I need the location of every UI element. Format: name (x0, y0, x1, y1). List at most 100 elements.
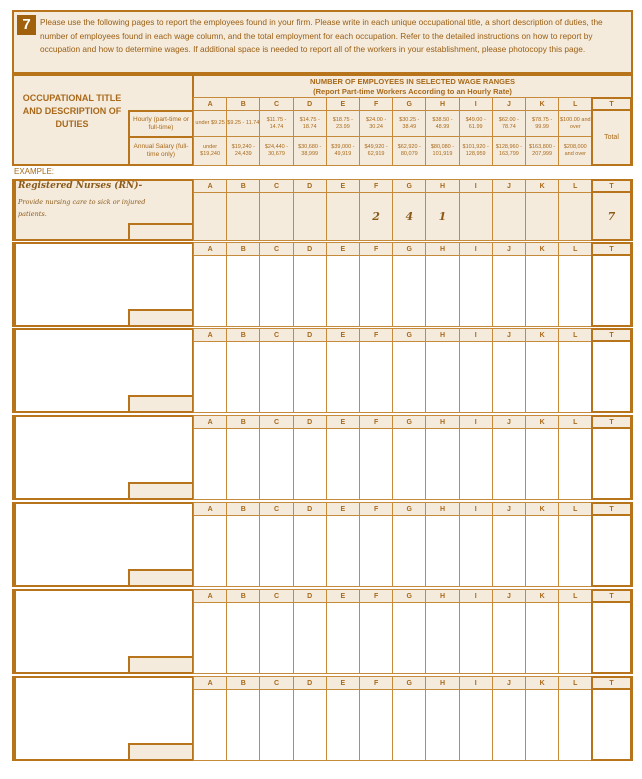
count-input-k[interactable] (525, 689, 560, 761)
count-input-e[interactable] (325, 255, 360, 327)
count-input-f[interactable] (359, 341, 394, 413)
column-letter-g: G (392, 242, 427, 256)
count-input-a[interactable] (193, 689, 228, 761)
count-input-e[interactable] (325, 341, 360, 413)
count-input-a[interactable] (193, 515, 228, 587)
count-input-c[interactable] (259, 689, 294, 761)
total-input[interactable] (591, 427, 632, 500)
count-input-f[interactable] (359, 428, 394, 500)
count-input-h[interactable] (425, 689, 460, 761)
total-input[interactable] (591, 340, 632, 413)
annual-range-e: $39,000 - 49,919 (325, 136, 360, 166)
count-input-c[interactable] (259, 515, 294, 587)
column-letter-j: J (491, 328, 526, 342)
count-input-g[interactable] (392, 341, 427, 413)
count-input-b[interactable] (226, 255, 261, 327)
count-input-h[interactable] (425, 341, 460, 413)
column-letter-f: F (359, 502, 394, 516)
count-input-c[interactable] (259, 341, 294, 413)
count-input-b[interactable] (226, 689, 261, 761)
count-input-l[interactable] (558, 515, 593, 587)
column-letter-f: F (359, 328, 394, 342)
count-input-d[interactable] (292, 255, 327, 327)
count-input-d[interactable] (292, 689, 327, 761)
count-input-g[interactable] (392, 689, 427, 761)
count-input-a[interactable] (193, 255, 228, 327)
total-input[interactable] (591, 601, 632, 674)
column-letter-l: L (558, 97, 593, 111)
count-input-i[interactable] (458, 341, 493, 413)
total-input[interactable] (591, 688, 632, 761)
occupation-code-input[interactable] (128, 569, 194, 587)
count-input-e[interactable] (325, 515, 360, 587)
column-letter-l: L (558, 502, 593, 516)
count-input-d[interactable] (292, 515, 327, 587)
occupation-code-input[interactable] (128, 656, 194, 674)
occupation-code-input[interactable] (128, 309, 194, 327)
count-input-b[interactable] (226, 515, 261, 587)
hourly-range-f: $24.00 - 30.24 (359, 110, 394, 137)
count-input-k[interactable] (525, 428, 560, 500)
count-input-f[interactable] (359, 515, 394, 587)
count-input-a[interactable] (193, 428, 228, 500)
count-input-k[interactable] (525, 602, 560, 674)
count-input-e[interactable] (325, 602, 360, 674)
count-input-b[interactable] (226, 602, 261, 674)
column-letter-c: C (259, 502, 294, 516)
count-input-j[interactable] (491, 515, 526, 587)
count-input-j[interactable] (491, 689, 526, 761)
count-input-c[interactable] (259, 428, 294, 500)
count-input-a[interactable] (193, 602, 228, 674)
count-input-k[interactable] (525, 515, 560, 587)
count-input-f[interactable] (359, 255, 394, 327)
count-input-i[interactable] (458, 689, 493, 761)
count-input-d[interactable] (292, 428, 327, 500)
count-input-f[interactable] (359, 689, 394, 761)
count-input-h[interactable] (425, 255, 460, 327)
count-input-c[interactable] (259, 255, 294, 327)
count-input-g[interactable] (392, 255, 427, 327)
count-input-g[interactable] (392, 602, 427, 674)
count-input-g[interactable] (392, 515, 427, 587)
count-input-l[interactable] (558, 341, 593, 413)
count-input-c[interactable] (259, 602, 294, 674)
count-input-k[interactable] (525, 255, 560, 327)
count-input-h[interactable] (425, 428, 460, 500)
count-input-i[interactable] (458, 515, 493, 587)
count-input-b[interactable] (226, 428, 261, 500)
count-input-k[interactable] (525, 341, 560, 413)
count-input-g[interactable] (392, 428, 427, 500)
occupation-code-input[interactable] (128, 482, 194, 500)
column-letter-f: F (359, 589, 394, 603)
count-input-j[interactable] (491, 255, 526, 327)
count-input-l[interactable] (558, 255, 593, 327)
column-letter-i: I (458, 502, 493, 516)
count-input-e[interactable] (325, 689, 360, 761)
occupation-code-input[interactable] (128, 743, 194, 761)
count-input-f[interactable] (359, 602, 394, 674)
count-input-d[interactable] (292, 341, 327, 413)
count-input-j[interactable] (491, 602, 526, 674)
count-input-i[interactable] (458, 602, 493, 674)
count-input-j[interactable] (491, 428, 526, 500)
annual-range-a: under $19,240 (193, 136, 228, 166)
count-input-i[interactable] (458, 255, 493, 327)
count-input-l[interactable] (558, 689, 593, 761)
count-input-j[interactable] (491, 341, 526, 413)
occupational-title-header: OCCUPATIONAL TITLE AND DESCRIPTION OF DU… (22, 93, 122, 129)
column-letter-l: L (558, 179, 593, 193)
total-input[interactable] (591, 254, 632, 327)
column-letter-i: I (458, 589, 493, 603)
count-input-a[interactable] (193, 341, 228, 413)
count-input-i[interactable] (458, 428, 493, 500)
count-input-h[interactable] (425, 602, 460, 674)
count-input-l[interactable] (558, 428, 593, 500)
count-input-b[interactable] (226, 341, 261, 413)
count-input-d[interactable] (292, 602, 327, 674)
total-input[interactable] (591, 514, 632, 587)
count-input-l[interactable] (558, 602, 593, 674)
occupation-code-input[interactable] (128, 395, 194, 413)
count-input-e[interactable] (325, 428, 360, 500)
count-input-h[interactable] (425, 515, 460, 587)
